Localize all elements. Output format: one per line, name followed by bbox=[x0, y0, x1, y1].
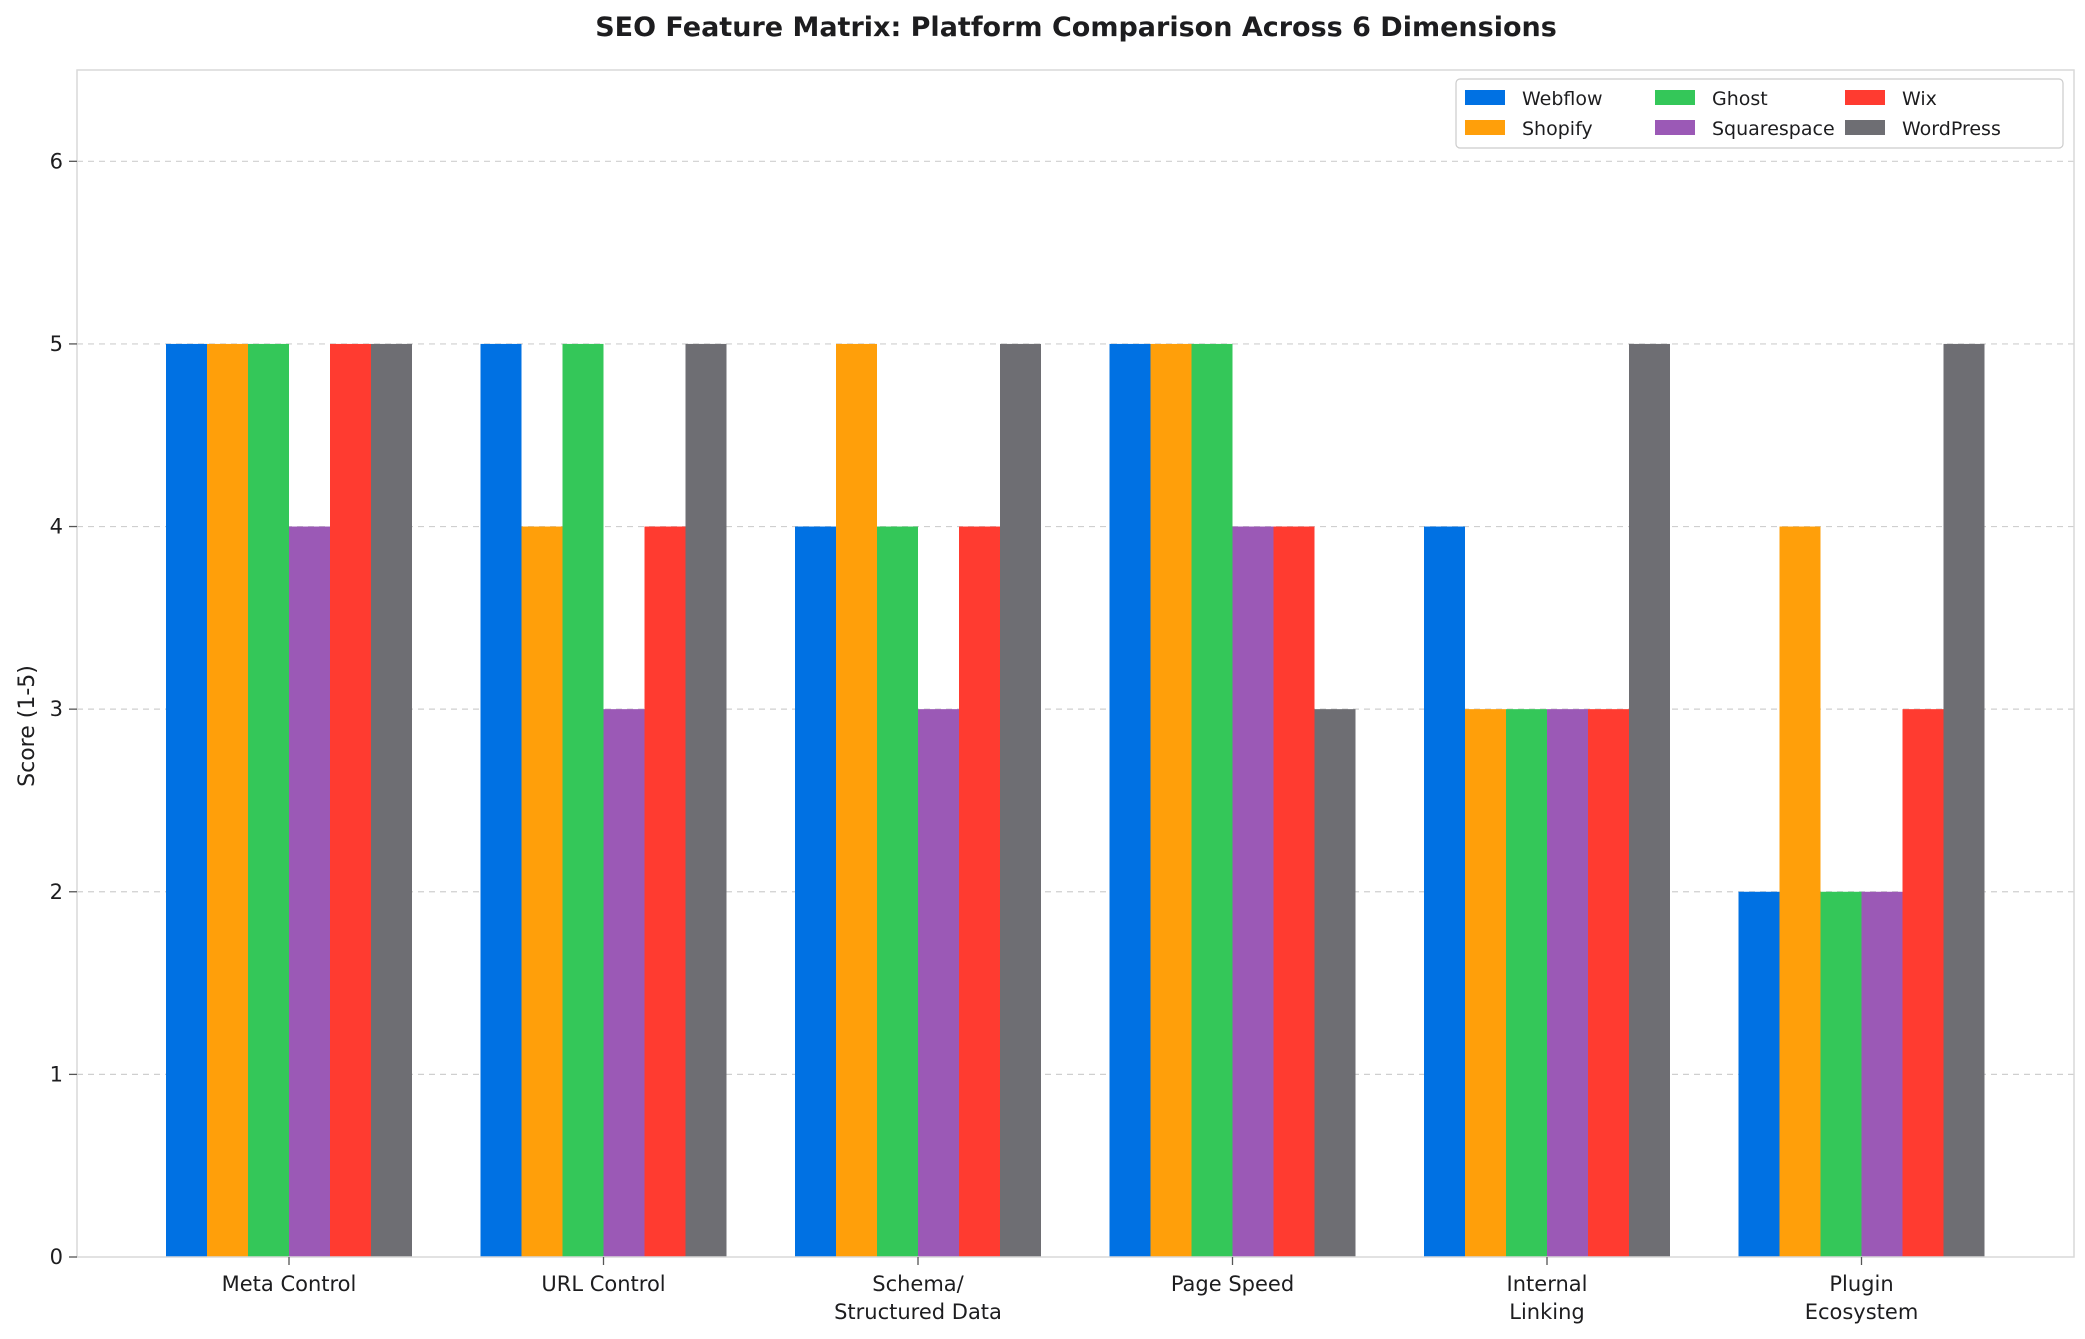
x-tick-label: Schema/ bbox=[872, 1272, 964, 1296]
bar-squarespace-0 bbox=[289, 526, 330, 1257]
bar-webflow-5 bbox=[1738, 891, 1780, 1257]
bar-webflow-0 bbox=[166, 343, 207, 1257]
bar-squarespace-3 bbox=[1232, 526, 1274, 1257]
legend-label-webflow: Webflow bbox=[1522, 88, 1603, 110]
y-axis-label: Score (1-5) bbox=[15, 665, 40, 787]
x-tick-label: Plugin bbox=[1829, 1272, 1893, 1296]
bar-wix-1 bbox=[644, 526, 686, 1257]
bar-ghost-3 bbox=[1191, 343, 1233, 1257]
bar-shopify-5 bbox=[1779, 526, 1821, 1257]
x-tick-label: Page Speed bbox=[1171, 1272, 1294, 1296]
y-tick-label: 0 bbox=[50, 1245, 63, 1269]
plot-frame bbox=[76, 69, 2075, 1258]
legend-label-wordpress: WordPress bbox=[1902, 118, 2001, 140]
bar-wordpress-3 bbox=[1314, 709, 1356, 1257]
legend-swatch-wix bbox=[1845, 90, 1885, 105]
legend-label-shopify: Shopify bbox=[1522, 118, 1593, 140]
bar-webflow-1 bbox=[480, 343, 522, 1257]
bar-wordpress-0 bbox=[371, 343, 412, 1257]
bar-squarespace-2 bbox=[918, 709, 959, 1257]
bar-webflow-3 bbox=[1109, 343, 1151, 1257]
y-tick-label: 4 bbox=[50, 515, 63, 539]
legend-label-ghost: Ghost bbox=[1712, 88, 1768, 110]
legend-swatch-ghost bbox=[1655, 90, 1695, 105]
bar-wix-3 bbox=[1273, 526, 1315, 1257]
y-tick-label: 2 bbox=[50, 880, 63, 904]
legend: Webflow Shopify Ghost Squarespace Wix WordPre… bbox=[1455, 78, 2064, 149]
bar-wordpress-5 bbox=[1943, 343, 1985, 1257]
x-tick-label: Linking bbox=[1509, 1300, 1584, 1324]
legend-swatch-webflow bbox=[1465, 90, 1505, 105]
bar-shopify-0 bbox=[207, 343, 248, 1257]
bar-ghost-5 bbox=[1820, 891, 1862, 1257]
bar-ghost-2 bbox=[877, 526, 918, 1257]
y-tick-label: 3 bbox=[50, 697, 63, 721]
x-tick-label: Internal bbox=[1507, 1272, 1588, 1296]
legend-frame bbox=[1455, 78, 2064, 149]
x-tick-label: Structured Data bbox=[834, 1300, 1002, 1324]
bar-shopify-3 bbox=[1150, 343, 1192, 1257]
x-axis-ticks: Meta Control URL Control Schema/Structured… bbox=[222, 1257, 1919, 1324]
bar-ghost-4 bbox=[1506, 709, 1547, 1257]
bar-wix-4 bbox=[1588, 709, 1629, 1257]
bar-shopify-1 bbox=[521, 526, 563, 1257]
legend-swatch-shopify bbox=[1465, 120, 1505, 135]
x-tick-label: URL Control bbox=[541, 1272, 665, 1296]
bar-webflow-2 bbox=[795, 526, 836, 1257]
y-axis-ticks: 0 1 2 3 4 5 6 bbox=[50, 149, 77, 1269]
legend-swatch-wordpress bbox=[1845, 120, 1885, 135]
legend-label-wix: Wix bbox=[1902, 88, 1937, 110]
bars bbox=[166, 343, 1985, 1257]
bar-ghost-0 bbox=[248, 343, 289, 1257]
y-tick-label: 6 bbox=[50, 149, 63, 173]
legend-swatch-squarespace bbox=[1655, 120, 1695, 135]
x-tick-label: Meta Control bbox=[222, 1272, 357, 1296]
bar-squarespace-5 bbox=[1861, 891, 1903, 1257]
bar-webflow-4 bbox=[1424, 526, 1465, 1257]
bar-shopify-4 bbox=[1465, 709, 1506, 1257]
bar-wordpress-1 bbox=[685, 343, 727, 1257]
y-tick-label: 1 bbox=[50, 1062, 63, 1086]
bar-wix-5 bbox=[1902, 709, 1944, 1257]
bar-wix-0 bbox=[330, 343, 371, 1257]
bar-wordpress-4 bbox=[1629, 343, 1670, 1257]
bar-wordpress-2 bbox=[1000, 343, 1041, 1257]
legend-label-squarespace: Squarespace bbox=[1712, 118, 1835, 140]
x-tick-label: Ecosystem bbox=[1805, 1300, 1919, 1324]
bar-shopify-2 bbox=[836, 343, 877, 1257]
bar-squarespace-4 bbox=[1547, 709, 1588, 1257]
y-tick-label: 5 bbox=[50, 332, 63, 356]
bar-squarespace-1 bbox=[603, 709, 645, 1257]
chart-title: SEO Feature Matrix: Platform Comparison … bbox=[595, 12, 1557, 43]
bar-wix-2 bbox=[959, 526, 1000, 1257]
bar-ghost-1 bbox=[562, 343, 604, 1257]
